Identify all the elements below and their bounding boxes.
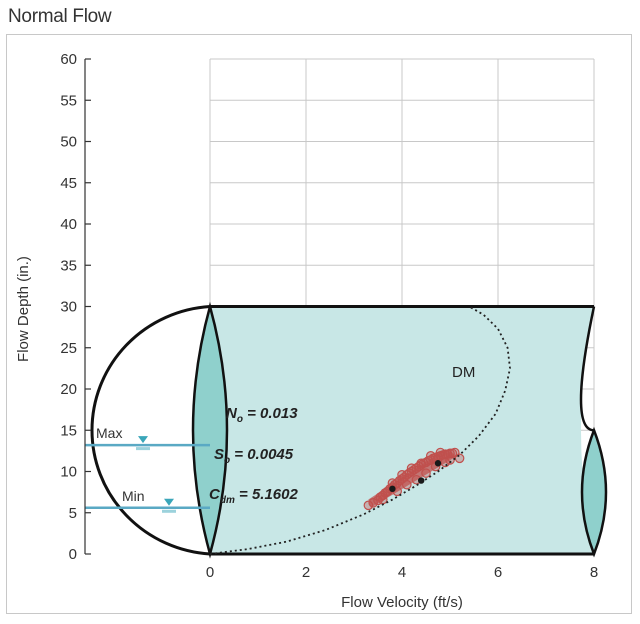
y-tick-label: 45 [60, 175, 77, 192]
x-tick-label: 6 [494, 564, 502, 581]
y-tick-label: 55 [60, 92, 77, 109]
x-tick-label: 8 [590, 564, 598, 581]
y-tick-label: 35 [60, 257, 77, 274]
observation-points [363, 447, 465, 511]
y-tick-label: 0 [69, 546, 77, 563]
y-tick-label: 20 [60, 381, 77, 398]
annotations: DM No = 0.013 So = 0.0045 Cdm = 5.1602 [209, 364, 475, 506]
y-tick-label: 10 [60, 464, 77, 481]
pipe-illustration: Max Min [85, 301, 608, 559]
y-tick-label: 40 [60, 216, 77, 233]
pipe-right-curve [579, 306, 596, 432]
x-tick-label: 4 [398, 564, 406, 581]
water-level-ripple [162, 509, 176, 513]
y-tick-label: 15 [60, 422, 77, 439]
axes: 0 5 10 15 20 25 30 35 40 45 50 55 60 0 2 4 6 8 [60, 51, 598, 581]
chart-frame [6, 34, 632, 614]
y-tick-label: 25 [60, 340, 77, 357]
page-title: Normal Flow [8, 6, 112, 27]
curve-label: DM [452, 364, 475, 381]
water-level-ripple [136, 447, 150, 451]
slope-annotation: So = 0.0045 [214, 446, 294, 466]
curve-highlight-point [434, 460, 442, 467]
water-level-label: Max [96, 425, 122, 441]
water-level-label: Min [122, 488, 145, 504]
dm-curve [209, 305, 511, 555]
pipe-body [210, 306, 594, 554]
x-tick-label: 2 [302, 564, 310, 581]
y-tick-label: 5 [69, 505, 77, 522]
manning-n-annotation: No = 0.013 [226, 405, 298, 425]
water-level-marker [164, 498, 174, 506]
observation-point [454, 453, 465, 464]
x-axis-label: Flow Velocity (ft/s) [341, 594, 463, 611]
curve-highlight-point [389, 485, 396, 493]
y-tick-label: 30 [60, 299, 77, 316]
x-tick-label: 0 [206, 564, 214, 581]
coefficient-annotation: Cdm = 5.1602 [209, 486, 298, 506]
y-tick-label: 50 [60, 134, 77, 151]
y-tick-label: 60 [60, 51, 77, 68]
pipe-left-cap [90, 305, 211, 556]
water-level-marker [138, 436, 148, 444]
y-axis-label: Flow Depth (in.) [15, 256, 32, 362]
curve-highlight-point [418, 477, 425, 484]
